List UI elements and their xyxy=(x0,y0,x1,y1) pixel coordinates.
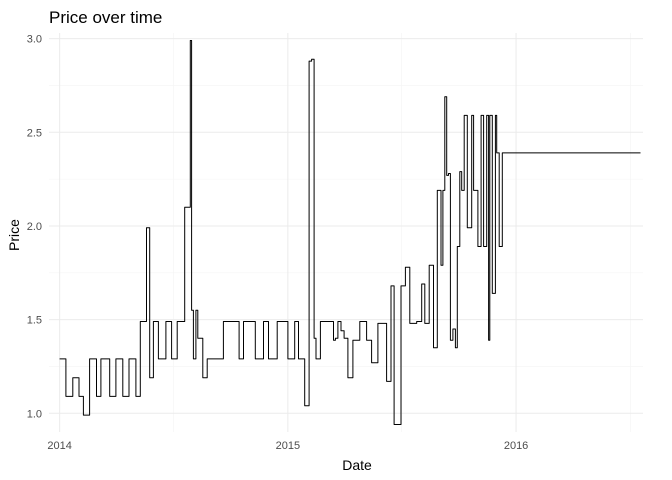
y-axis-title: Price xyxy=(6,219,22,251)
y-tick-label: 2.5 xyxy=(27,127,42,139)
x-tick-label: 2016 xyxy=(504,440,528,452)
y-tick-label: 1.5 xyxy=(27,315,42,327)
chart-title: Price over time xyxy=(49,8,162,27)
grid-lines xyxy=(49,33,643,432)
price-series-line xyxy=(59,40,641,425)
x-axis-ticks: 2014 2015 2016 xyxy=(47,440,528,452)
x-tick-label: 2014 xyxy=(47,440,71,452)
x-tick-label: 2015 xyxy=(276,440,300,452)
y-tick-label: 3.0 xyxy=(27,34,42,46)
y-axis-ticks: 1.0 1.5 2.0 2.5 3.0 xyxy=(27,34,42,421)
x-axis-title: Date xyxy=(342,457,372,473)
y-tick-label: 1.0 xyxy=(27,408,42,420)
y-tick-label: 2.0 xyxy=(27,221,42,233)
